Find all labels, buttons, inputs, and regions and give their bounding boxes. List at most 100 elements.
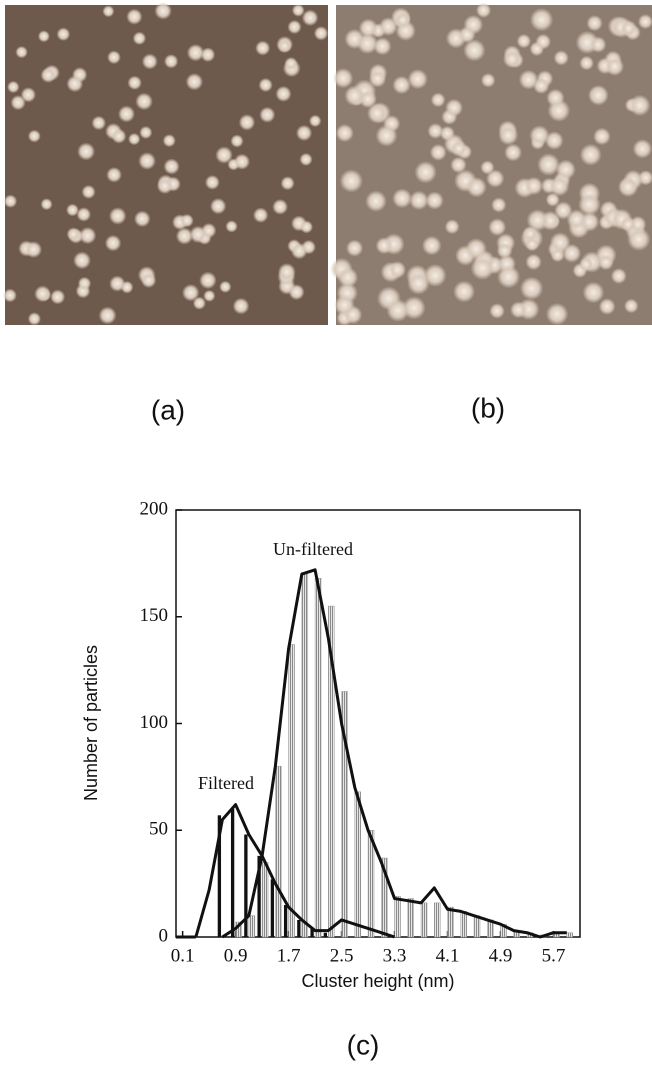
bar	[460, 911, 467, 938]
bar	[420, 902, 428, 938]
particle	[339, 169, 363, 193]
particle	[586, 15, 603, 32]
bar	[301, 573, 309, 938]
particle	[553, 50, 569, 66]
bar	[367, 830, 375, 938]
particle	[430, 92, 446, 108]
particle	[335, 123, 354, 143]
particle	[465, 238, 487, 260]
particle	[555, 159, 576, 180]
bar	[230, 808, 235, 937]
particle	[593, 127, 611, 146]
bar	[323, 932, 328, 937]
particle	[529, 125, 550, 146]
x-tick-label: 3.3	[383, 945, 407, 966]
particle	[578, 193, 601, 216]
particle	[620, 20, 637, 37]
particle	[578, 257, 594, 272]
particle	[588, 84, 609, 106]
particle	[277, 39, 292, 53]
particle	[425, 191, 444, 210]
x-tick-label: 5.7	[542, 945, 566, 966]
particle	[135, 92, 153, 111]
particle	[291, 4, 305, 17]
particle	[445, 98, 464, 117]
particle	[40, 198, 53, 211]
particle	[510, 301, 527, 319]
bar	[566, 932, 573, 938]
particle	[544, 131, 564, 150]
particle	[139, 125, 153, 140]
bar	[275, 765, 282, 938]
bar	[283, 904, 288, 937]
particle	[275, 85, 292, 102]
particle	[126, 8, 143, 25]
particle	[627, 227, 651, 251]
particle	[79, 226, 97, 245]
particle	[201, 222, 217, 239]
particle	[230, 134, 244, 148]
bar	[314, 578, 322, 938]
particle	[277, 263, 296, 281]
bar	[354, 791, 362, 938]
particle	[238, 114, 256, 131]
particle	[215, 146, 233, 164]
particle	[597, 254, 614, 271]
particle	[537, 153, 560, 176]
particle	[566, 209, 587, 230]
bar	[328, 605, 335, 938]
particle	[301, 9, 319, 27]
particle	[632, 139, 652, 159]
particle	[255, 40, 271, 56]
particle	[182, 283, 200, 302]
series-label: Un-filtered	[273, 539, 353, 559]
particle	[491, 197, 507, 213]
particle	[77, 276, 92, 291]
particle	[232, 297, 250, 315]
particle	[346, 239, 364, 257]
particle	[76, 207, 92, 222]
particle	[108, 207, 127, 225]
particle	[610, 268, 627, 284]
particle	[258, 77, 273, 93]
x-tick-label: 0.9	[224, 945, 248, 966]
particle	[284, 56, 298, 71]
particle	[50, 289, 66, 305]
particle	[337, 267, 359, 288]
particle	[545, 192, 560, 207]
y-tick-label: 150	[140, 605, 169, 626]
particle	[579, 55, 594, 71]
particle	[34, 285, 51, 303]
particle	[516, 33, 532, 49]
particle	[356, 32, 379, 55]
particle	[107, 50, 121, 65]
particle	[421, 235, 442, 256]
particle	[199, 271, 217, 290]
particle	[486, 169, 505, 188]
particle	[140, 272, 157, 289]
particle	[525, 253, 542, 271]
particle	[365, 190, 387, 212]
particle	[450, 140, 468, 157]
bar	[447, 906, 454, 938]
particle	[638, 170, 652, 186]
particle	[313, 26, 329, 41]
particle	[175, 227, 194, 245]
particle	[498, 125, 519, 146]
particle	[203, 289, 216, 302]
particle	[10, 95, 26, 111]
particle	[156, 177, 174, 195]
particle	[15, 45, 28, 59]
bar	[381, 857, 388, 938]
particle	[414, 161, 437, 184]
particle	[480, 73, 496, 88]
particle	[392, 75, 411, 95]
particle	[502, 49, 522, 69]
particle	[3, 288, 17, 303]
particle	[73, 251, 91, 270]
bar	[288, 644, 295, 938]
particle	[27, 312, 42, 326]
y-tick-label: 50	[149, 819, 168, 840]
x-tick-label: 0.1	[171, 945, 195, 966]
particle	[392, 188, 412, 209]
